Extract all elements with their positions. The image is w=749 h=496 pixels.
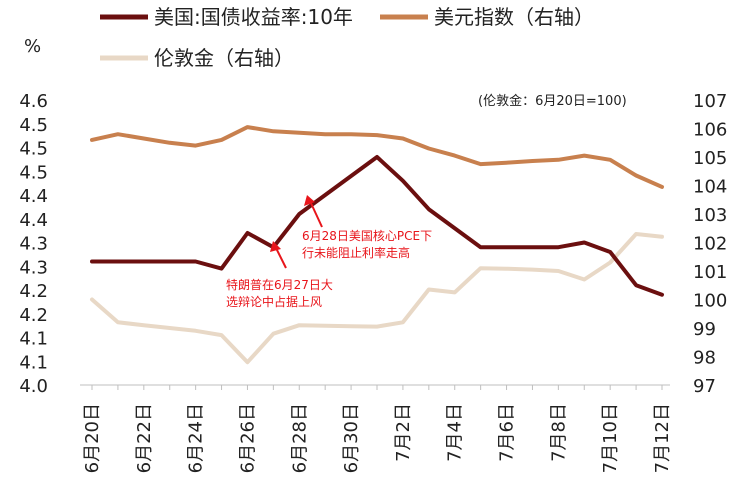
- left-axis-ticks: 4.04.14.14.24.24.34.34.44.44.54.54.54.6: [19, 91, 48, 397]
- annotation-pce-line1: 6月28日美国核心PCE下: [302, 229, 432, 243]
- right-tick-label: 103: [693, 205, 727, 226]
- legend-label-dollar-index: 美元指数（右轴）: [434, 5, 594, 29]
- annotation-pce-arrowhead: [304, 195, 315, 206]
- x-tick-label: 6月26日: [237, 403, 258, 473]
- left-tick-label: 4.3: [19, 234, 48, 255]
- annotation-pce-arrow: [309, 200, 323, 228]
- axes: [80, 384, 670, 390]
- left-tick-label: 4.1: [19, 352, 48, 373]
- right-tick-label: 97: [693, 376, 716, 397]
- annotation-trump-arrowhead: [270, 241, 281, 252]
- right-tick-label: 101: [693, 262, 727, 283]
- x-tick-label: 6月20日: [82, 403, 103, 473]
- left-tick-label: 4.5: [19, 139, 48, 160]
- left-axis-unit: %: [24, 36, 41, 57]
- right-tick-label: 102: [693, 234, 727, 255]
- series-line-伦敦金（右轴）: [90, 232, 664, 365]
- left-tick-label: 4.5: [19, 115, 48, 136]
- x-tick-label: 7月6日: [497, 403, 518, 462]
- left-tick-label: 4.3: [19, 257, 48, 278]
- right-tick-label: 98: [693, 348, 716, 369]
- right-axis-ticks: 97 98 99 100 101 102 103 104 105 106 107: [693, 91, 727, 397]
- annotation-pce: 6月28日美国核心PCE下 行未能阻止利率走高: [302, 195, 432, 260]
- annotation-trump-arrow: [275, 247, 287, 269]
- left-tick-label: 4.4: [19, 186, 48, 207]
- legend-label-london-gold: 伦敦金（右轴）: [154, 46, 294, 70]
- gold-index-note: (伦敦金：6月20日=100): [478, 93, 627, 109]
- left-tick-label: 4.0: [19, 376, 48, 397]
- series-lines: [90, 125, 664, 365]
- right-tick-label: 99: [693, 319, 716, 340]
- right-tick-label: 100: [693, 291, 727, 312]
- x-tick-label: 7月10日: [600, 403, 621, 473]
- x-axis-ticks: 6月20日 6月22日 6月24日 6月26日 6月28日 6月30日 7月2日 7月4日 7月…: [82, 403, 673, 473]
- annotation-trump-line1: 特朗普在6月27日大: [226, 277, 333, 292]
- series-line-美元指数（右轴）: [90, 125, 664, 189]
- x-tick-label: 7月4日: [445, 403, 466, 462]
- x-tick-label: 7月12日: [652, 403, 673, 473]
- left-tick-label: 4.4: [19, 210, 48, 231]
- annotation-trump: 特朗普在6月27日大 选辩论中占据上风: [226, 241, 333, 309]
- right-tick-label: 104: [693, 177, 727, 198]
- right-tick-label: 105: [693, 148, 727, 169]
- x-tick-label: 6月28日: [289, 403, 310, 473]
- right-tick-label: 107: [693, 91, 727, 112]
- left-tick-label: 4.2: [19, 281, 48, 302]
- legend: 美国:国债收益率:10年 美元指数（右轴） 伦敦金（右轴）: [100, 5, 594, 70]
- left-tick-label: 4.5: [19, 162, 48, 183]
- x-tick-label: 7月8日: [548, 403, 569, 462]
- x-tick-label: 6月24日: [186, 403, 207, 473]
- left-tick-label: 4.6: [19, 91, 48, 112]
- x-tick-label: 6月22日: [134, 403, 155, 473]
- left-tick-label: 4.1: [19, 329, 48, 350]
- annotation-trump-line2: 选辩论中占据上风: [226, 294, 322, 309]
- annotation-pce-line2: 行未能阻止利率走高: [302, 245, 410, 260]
- x-tick-label: 7月2日: [393, 403, 414, 462]
- series-line-美国:国债收益率:10年: [90, 155, 664, 297]
- legend-label-treasury-10y: 美国:国债收益率:10年: [154, 5, 353, 29]
- left-tick-label: 4.2: [19, 305, 48, 326]
- x-tick-label: 6月30日: [341, 403, 362, 473]
- right-tick-label: 106: [693, 120, 727, 141]
